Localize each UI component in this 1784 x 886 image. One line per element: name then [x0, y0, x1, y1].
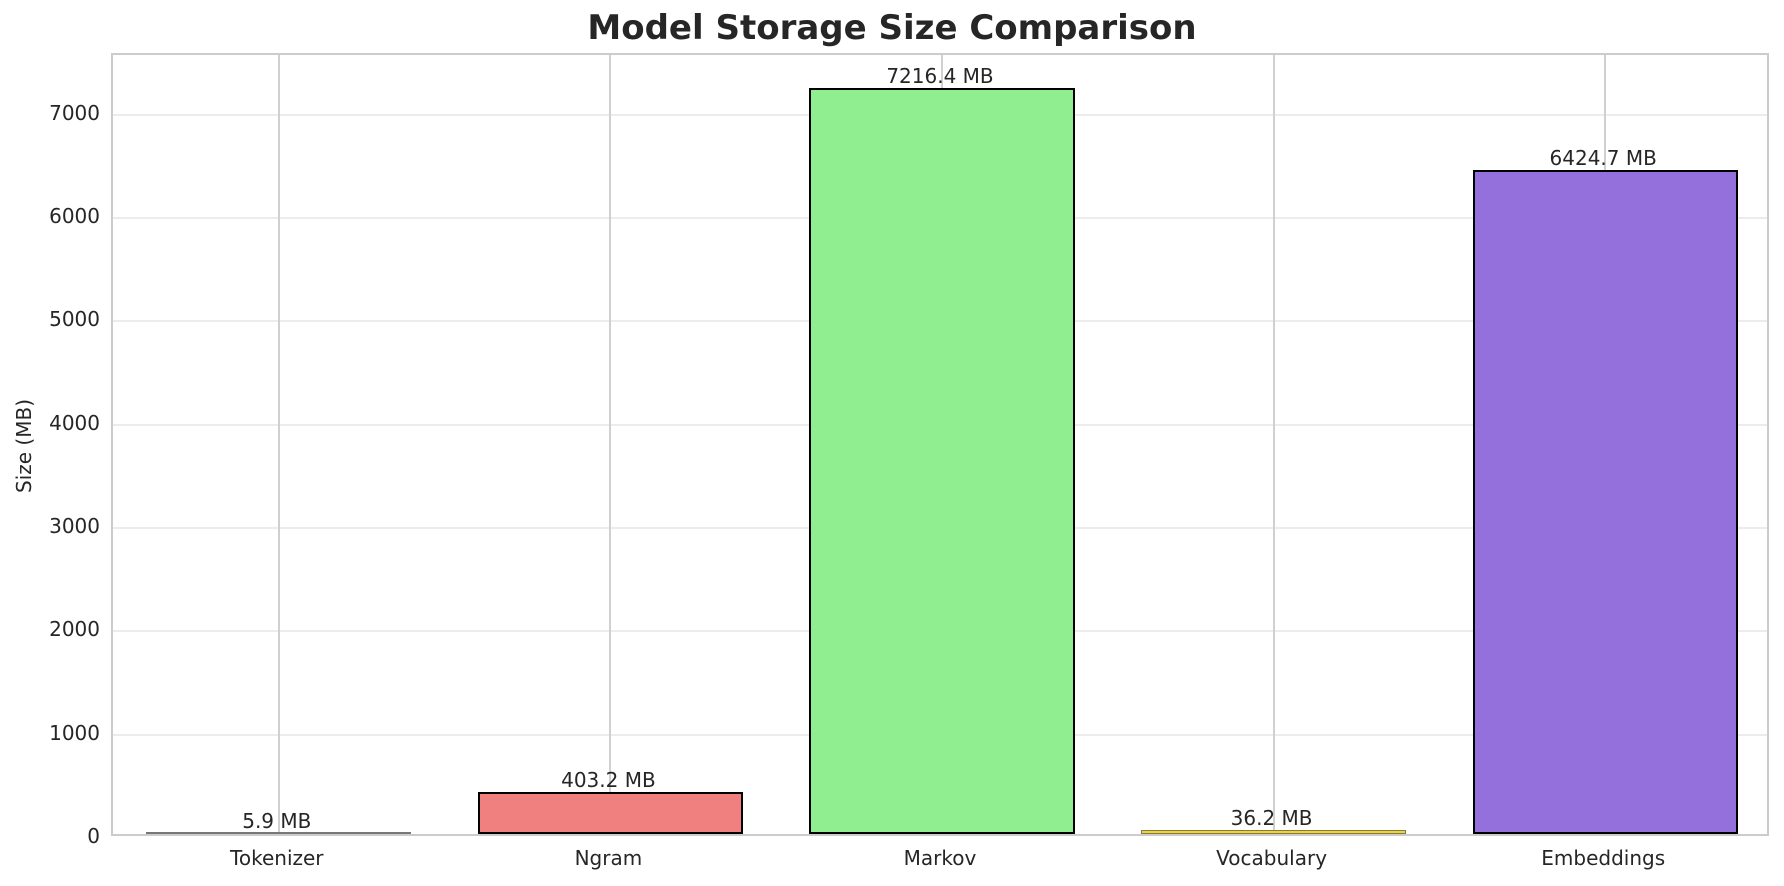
y-tick-label: 0 — [87, 824, 100, 848]
x-tick-label: Markov — [903, 846, 977, 870]
bar-tokenizer[interactable] — [146, 832, 412, 834]
y-tick-label: 6000 — [49, 203, 100, 228]
y-tick-label: 2000 — [49, 617, 100, 642]
bar-value-label: 5.9 MB — [242, 809, 312, 834]
bar-markov[interactable] — [809, 88, 1075, 834]
bar-value-label: 6424.7 MB — [1549, 146, 1657, 171]
x-tick-label: Tokenizer — [230, 846, 324, 870]
y-tick-label: 5000 — [49, 307, 100, 332]
y-axis-label: Size (MB) — [12, 399, 36, 493]
y-tick-label: 1000 — [49, 720, 100, 745]
chart-title: Model Storage Size Comparison — [587, 8, 1197, 48]
bar-vocabulary[interactable] — [1140, 830, 1407, 834]
v-gridline — [609, 55, 612, 834]
bar-embeddings[interactable] — [1472, 170, 1738, 834]
bar-value-label: 7216.4 MB — [886, 64, 994, 89]
y-tick-label: 3000 — [49, 513, 100, 538]
x-tick-label: Vocabulary — [1216, 846, 1328, 870]
y-tick-label: 7000 — [49, 100, 100, 125]
x-tick-label: Ngram — [574, 846, 643, 870]
v-gridline — [1272, 55, 1275, 834]
v-gridline — [277, 55, 280, 834]
bar-value-label: 403.2 MB — [561, 768, 656, 793]
plot-area — [111, 53, 1769, 836]
bar-value-label: 36.2 MB — [1230, 806, 1313, 831]
y-tick-label: 4000 — [49, 410, 100, 435]
x-tick-label: Embeddings — [1541, 846, 1666, 870]
bar-ngram[interactable] — [477, 792, 744, 834]
